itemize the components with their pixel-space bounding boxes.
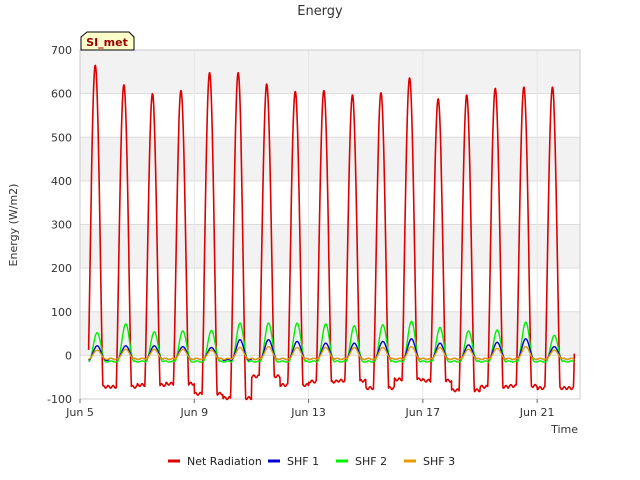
- y-tick-label: 600: [51, 88, 72, 101]
- legend-label: Net Radiation: [187, 455, 262, 468]
- x-tick-label: Jun 13: [290, 406, 326, 419]
- y-tick-label: 300: [51, 219, 72, 232]
- plot-frame: [79, 49, 581, 400]
- series-line-shf-2: [88, 320, 575, 363]
- y-tick-label: 100: [51, 306, 72, 319]
- x-axis-label: Time: [550, 423, 578, 436]
- legend-label: SHF 1: [287, 455, 319, 468]
- y-tick-label: 0: [65, 349, 72, 362]
- site-badge-box: [80, 31, 135, 51]
- x-tick-label: Jun 5: [65, 406, 94, 419]
- x-tick-label: Jun 21: [519, 406, 555, 419]
- legend: Net Radiation SHF 1 SHF 2 SHF 3: [168, 455, 455, 468]
- series-line-shf-3: [88, 346, 575, 361]
- y-axis-ticks: -100 0 100 200 300 400 500 600 700: [47, 44, 72, 406]
- x-tick-label: Jun 9: [179, 406, 208, 419]
- site-badge: SI_met: [80, 31, 135, 51]
- y-tick-label: 400: [51, 175, 72, 188]
- y-tick-label: 200: [51, 262, 72, 275]
- legend-label: SHF 2: [355, 455, 387, 468]
- y-tick-label: 700: [51, 44, 72, 57]
- plot-band: [80, 224, 580, 269]
- y-tick-label: -100: [47, 393, 72, 406]
- plot-band: [80, 50, 580, 94]
- site-badge-label: SI_met: [86, 36, 128, 49]
- series-line-net-radiation: [87, 64, 576, 401]
- x-axis-ticks: Jun 5 Jun 9 Jun 13 Jun 17 Jun 21: [65, 399, 554, 419]
- chart-title: Energy: [297, 4, 343, 19]
- legend-label: SHF 3: [423, 455, 455, 468]
- series-lines: [87, 64, 576, 401]
- y-axis-label: Energy (W/m2): [7, 184, 20, 267]
- x-tick-label: Jun 17: [405, 406, 441, 419]
- y-tick-label: 500: [51, 131, 72, 144]
- plot-band: [80, 137, 580, 181]
